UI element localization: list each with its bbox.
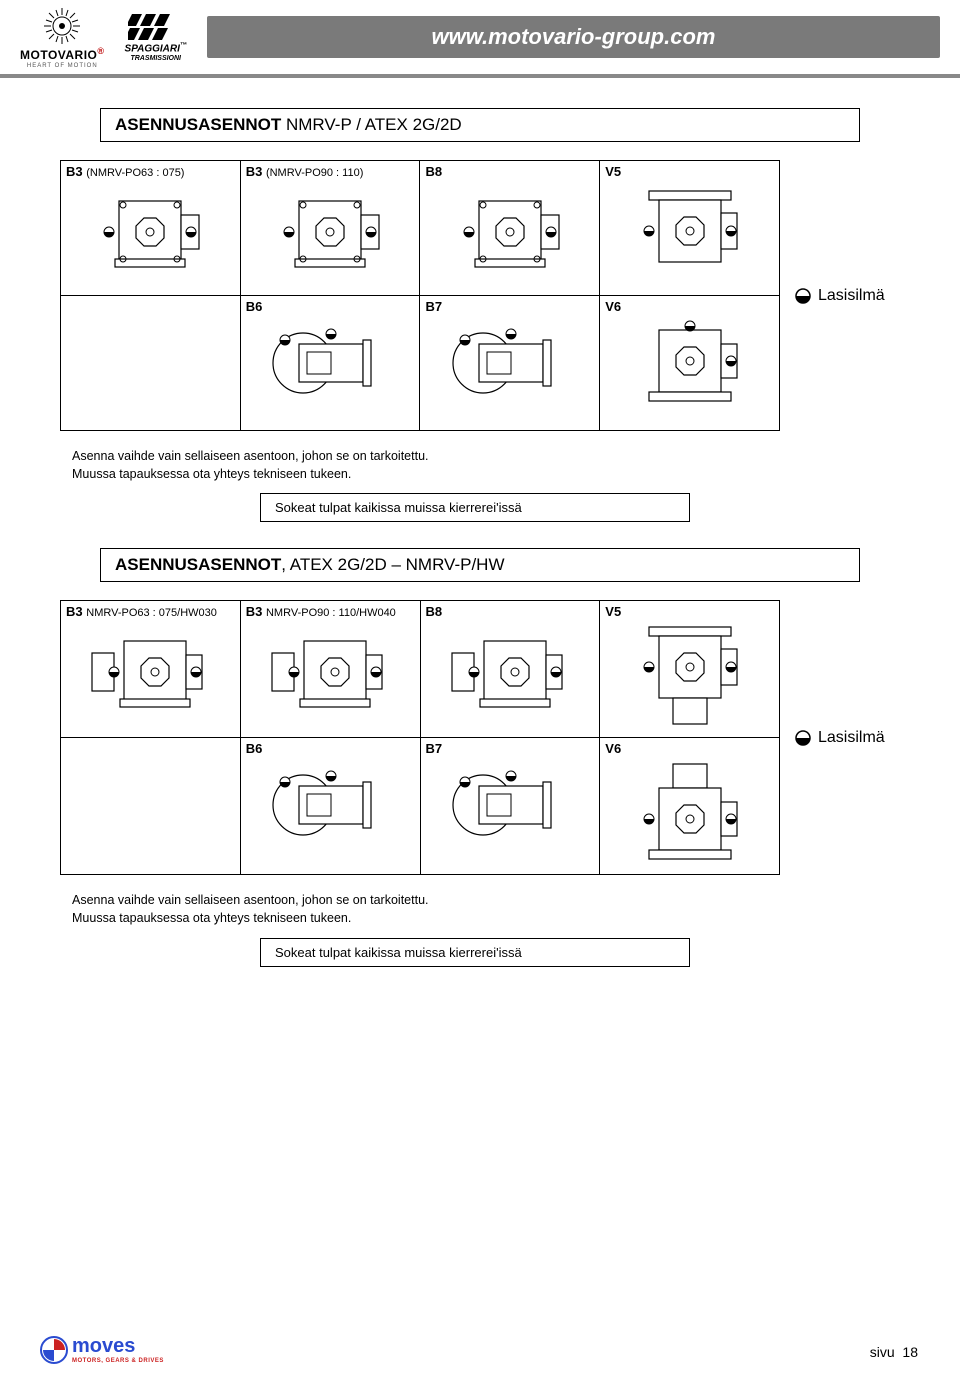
cell-label: B8: [425, 164, 442, 179]
section1-paragraph: Asenna vaihde vain sellaiseen asentoon, …: [72, 447, 900, 483]
gearbox-diagram: [445, 760, 575, 850]
table-cell: B8: [420, 161, 600, 296]
half-circle-icon: [794, 729, 812, 747]
cell-label: V5: [605, 604, 621, 619]
section1-title-rest: NMRV-P / ATEX 2G/2D: [281, 115, 461, 134]
footer-logo-sub: MOTORS, GEARS & DRIVES: [72, 1358, 164, 1364]
moves-icon: [40, 1336, 68, 1364]
table-cell-empty: [61, 738, 241, 875]
gearbox-diagram: [455, 183, 565, 283]
section2-legend: Lasisilmä: [794, 729, 885, 747]
section2-title-bold: ASENNUSASENNOT: [115, 555, 281, 574]
section1-diagram-row: B3 (NMRV-PO63 : 075) B3 (NMRV-PO90 : 110…: [60, 160, 900, 431]
logo-tagline: HEART OF MOTION: [27, 63, 98, 69]
table-cell: B6: [240, 296, 420, 431]
section2-title-rest: , ATEX 2G/2D – NMRV-P/HW: [281, 555, 504, 574]
section2-subbox: Sokeat tulpat kaikissa muissa kierrerei'…: [260, 938, 690, 967]
para-line2: Muussa tapauksessa ota yhteys tekniseen …: [72, 909, 900, 927]
cell-label: B7: [426, 741, 443, 756]
para-line1: Asenna vaihde vain sellaiseen asentoon, …: [72, 891, 900, 909]
page-content: ASENNUSASENNOT NMRV-P / ATEX 2G/2D B3 (N…: [0, 78, 960, 967]
gearbox-diagram: [265, 318, 395, 408]
gearbox-diagram: [450, 623, 570, 723]
section1-legend: Lasisilmä: [794, 287, 885, 305]
footer-logo-text: moves: [72, 1335, 164, 1358]
gearbox-diagram: [635, 623, 745, 733]
page-header: MOTOVARIO® HEART OF MOTION SPAGGIARI™ TR…: [0, 0, 960, 78]
table-cell: B7: [420, 296, 600, 431]
gearbox-diagram: [265, 760, 395, 850]
cell-label: B8: [426, 604, 443, 619]
subbox-text: Sokeat tulpat kaikissa muissa kierrerei'…: [275, 945, 522, 960]
gearbox-diagram: [445, 318, 575, 408]
table-cell: B7: [420, 738, 600, 875]
cell-sub: (NMRV-PO90 : 110): [266, 167, 363, 179]
logo-name: MOTOVARIO: [20, 48, 97, 62]
cell-label: B3: [246, 604, 263, 619]
cell-label: B3: [66, 164, 83, 179]
cell-sub: NMRV-PO90 : 110/HW040: [266, 607, 396, 619]
page-num: 18: [902, 1344, 918, 1360]
gear-icon: [42, 6, 82, 46]
section1-table: B3 (NMRV-PO63 : 075) B3 (NMRV-PO90 : 110…: [60, 160, 780, 431]
table-cell: B3 (NMRV-PO63 : 075): [61, 161, 241, 296]
tm-mark: ™: [180, 42, 187, 49]
cell-label: B7: [425, 299, 442, 314]
table-cell: B6: [240, 738, 420, 875]
table-cell: B3 NMRV-PO63 : 075/HW030: [61, 601, 241, 738]
table-cell: B3 NMRV-PO90 : 110/HW040: [240, 601, 420, 738]
gearbox-diagram: [90, 623, 210, 723]
cell-label: B3: [66, 604, 83, 619]
legend-text: Lasisilmä: [818, 287, 885, 305]
section2-title-box: ASENNUSASENNOT, ATEX 2G/2D – NMRV-P/HW: [100, 548, 860, 582]
gearbox-diagram: [95, 183, 205, 283]
cell-label: V6: [605, 741, 621, 756]
table-cell: B3 (NMRV-PO90 : 110): [240, 161, 420, 296]
gearbox-diagram: [270, 623, 390, 723]
cell-label: V5: [605, 164, 621, 179]
cell-sub: NMRV-PO63 : 075/HW030: [86, 607, 217, 619]
table-cell: V6: [600, 296, 780, 431]
gearbox-diagram: [635, 760, 745, 870]
half-circle-icon: [794, 287, 812, 305]
table-cell: V5: [600, 601, 780, 738]
section1-title-box: ASENNUSASENNOT NMRV-P / ATEX 2G/2D: [100, 108, 860, 142]
reg-mark: ®: [97, 46, 104, 56]
subbox-text: Sokeat tulpat kaikissa muissa kierrerei'…: [275, 500, 522, 515]
gearbox-diagram: [635, 318, 745, 418]
page-number: sivu 18: [870, 1344, 918, 1360]
motovario-logo-text: MOTOVARIO®: [20, 46, 105, 62]
section2-diagram-row: B3 NMRV-PO63 : 075/HW030 B3 NMRV-PO90 : …: [60, 600, 900, 875]
table-cell: V6: [600, 738, 780, 875]
motovario-logo: MOTOVARIO® HEART OF MOTION: [20, 6, 105, 69]
cell-label: B6: [246, 299, 263, 314]
section1-subbox: Sokeat tulpat kaikissa muissa kierrerei'…: [260, 493, 690, 522]
spaggiari-logo: SPAGGIARI™ TRASMISSIONI: [125, 12, 187, 61]
gearbox-diagram: [635, 183, 745, 283]
gearbox-diagram: [275, 183, 385, 283]
section2-paragraph: Asenna vaihde vain sellaiseen asentoon, …: [72, 891, 900, 927]
section1-title-bold: ASENNUSASENNOT: [115, 115, 281, 134]
table-cell: V5: [600, 161, 780, 296]
table-cell-empty: [61, 296, 241, 431]
section2-table: B3 NMRV-PO63 : 075/HW030 B3 NMRV-PO90 : …: [60, 600, 780, 875]
footer-logo: moves MOTORS, GEARS & DRIVES: [40, 1335, 164, 1364]
logo2-sub: TRASMISSIONI: [130, 55, 181, 62]
table-cell: B8: [420, 601, 600, 738]
url-banner: www.motovario-group.com: [207, 16, 940, 58]
cell-label: V6: [605, 299, 621, 314]
stripes-icon: [128, 12, 184, 42]
para-line2: Muussa tapauksessa ota yhteys tekniseen …: [72, 465, 900, 483]
cell-label: B6: [246, 741, 263, 756]
logo2-name: SPAGGIARI: [125, 44, 180, 55]
page-label: sivu: [870, 1344, 895, 1360]
legend-text: Lasisilmä: [818, 729, 885, 747]
cell-label: B3: [246, 164, 263, 179]
cell-sub: (NMRV-PO63 : 075): [86, 167, 184, 179]
para-line1: Asenna vaihde vain sellaiseen asentoon, …: [72, 447, 900, 465]
